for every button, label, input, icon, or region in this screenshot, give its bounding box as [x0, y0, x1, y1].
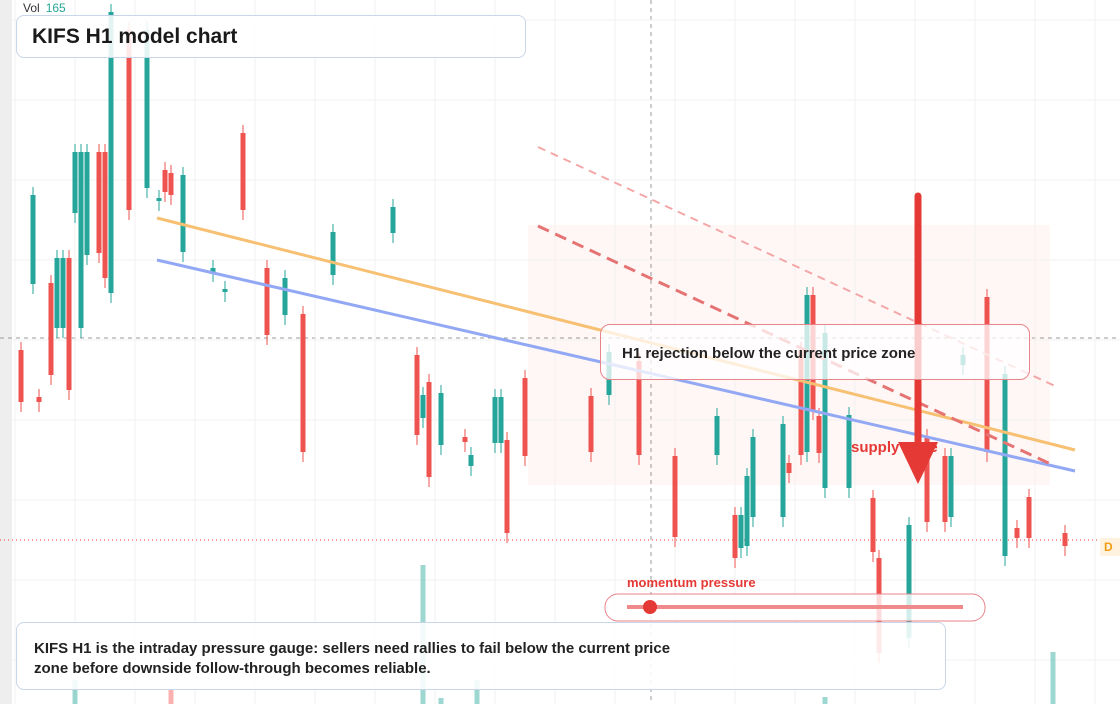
candle-body [330, 232, 336, 275]
candle-body [816, 416, 822, 453]
candle-body [66, 258, 72, 390]
candle-body [78, 152, 84, 328]
candle-body [822, 333, 828, 488]
candle-body [672, 456, 678, 537]
candle-body [210, 268, 216, 272]
arrow-head [898, 442, 938, 484]
candle-body [282, 278, 288, 315]
candle-body [54, 258, 60, 328]
candle-body [180, 175, 186, 252]
volume-value: 165 [45, 1, 66, 15]
candle-body [60, 258, 66, 328]
gauge-label: momentum pressure [627, 575, 756, 590]
volume-legend: Vol 165 [23, 1, 66, 15]
summary-text: KIFS H1 is the intraday pressure gauge: … [34, 640, 671, 677]
candle-body [798, 350, 804, 455]
candle-body [96, 152, 102, 253]
candle-body [426, 382, 432, 477]
candle-body [414, 355, 420, 435]
candle-body [846, 415, 852, 488]
candle-body [750, 437, 756, 517]
candle-body [72, 152, 78, 213]
channel-dashed-light [537, 146, 1056, 387]
candle-body [1014, 528, 1020, 538]
candle-body [468, 455, 474, 466]
candle-body [522, 378, 528, 456]
candle-body [162, 170, 168, 192]
candle-body [462, 437, 468, 442]
volume-bar [474, 680, 480, 704]
volume-bar [438, 698, 444, 704]
candle-body [102, 152, 108, 278]
candle-body [786, 463, 792, 473]
volume-bar [72, 680, 78, 704]
candle-body [420, 395, 426, 418]
volume-bar [822, 697, 828, 704]
candle-body [780, 424, 786, 517]
candle-body [504, 440, 510, 533]
candle-body [1026, 497, 1032, 538]
price-flag: D [1100, 538, 1120, 556]
candle-body [738, 515, 744, 548]
candle-body [390, 207, 396, 233]
candle-body [126, 30, 132, 210]
volume-bar [1050, 652, 1056, 704]
candle-body [870, 498, 876, 552]
candle-body [300, 314, 306, 452]
candle-body [438, 393, 444, 445]
zone-label: supply zone [851, 439, 938, 456]
summary: KIFS H1 is the intraday pressure gauge: … [16, 622, 946, 690]
title: KIFS H1 model chart [16, 15, 526, 58]
candle-body [144, 30, 150, 188]
candle-body [222, 289, 228, 292]
candle-body [948, 456, 954, 517]
candle-body [18, 350, 24, 402]
candle-body [108, 12, 114, 293]
candle-body [48, 283, 54, 375]
left-edge [0, 0, 12, 704]
candle-body [942, 456, 948, 522]
candle-body [588, 396, 594, 452]
candle-body [714, 416, 720, 455]
candle-body [240, 133, 246, 210]
volume-label: Vol [23, 1, 40, 15]
volume-bar [168, 690, 174, 704]
candle-body [636, 361, 642, 455]
candle-body [264, 268, 270, 335]
candle-body [732, 515, 738, 558]
candle-body [1062, 533, 1068, 546]
gauge-knob [643, 600, 657, 614]
candle-body [168, 173, 174, 195]
candle-body [156, 198, 162, 201]
candle-body [498, 397, 504, 443]
callout: H1 rejection below the current price zon… [600, 324, 1030, 380]
candle-body [744, 476, 750, 546]
candle-body [492, 397, 498, 443]
candle-body [30, 195, 36, 284]
candle-body [906, 525, 912, 638]
candle-body [1002, 374, 1008, 556]
candle-body [84, 152, 90, 255]
candle-body [36, 397, 42, 402]
candle-body [924, 437, 930, 522]
